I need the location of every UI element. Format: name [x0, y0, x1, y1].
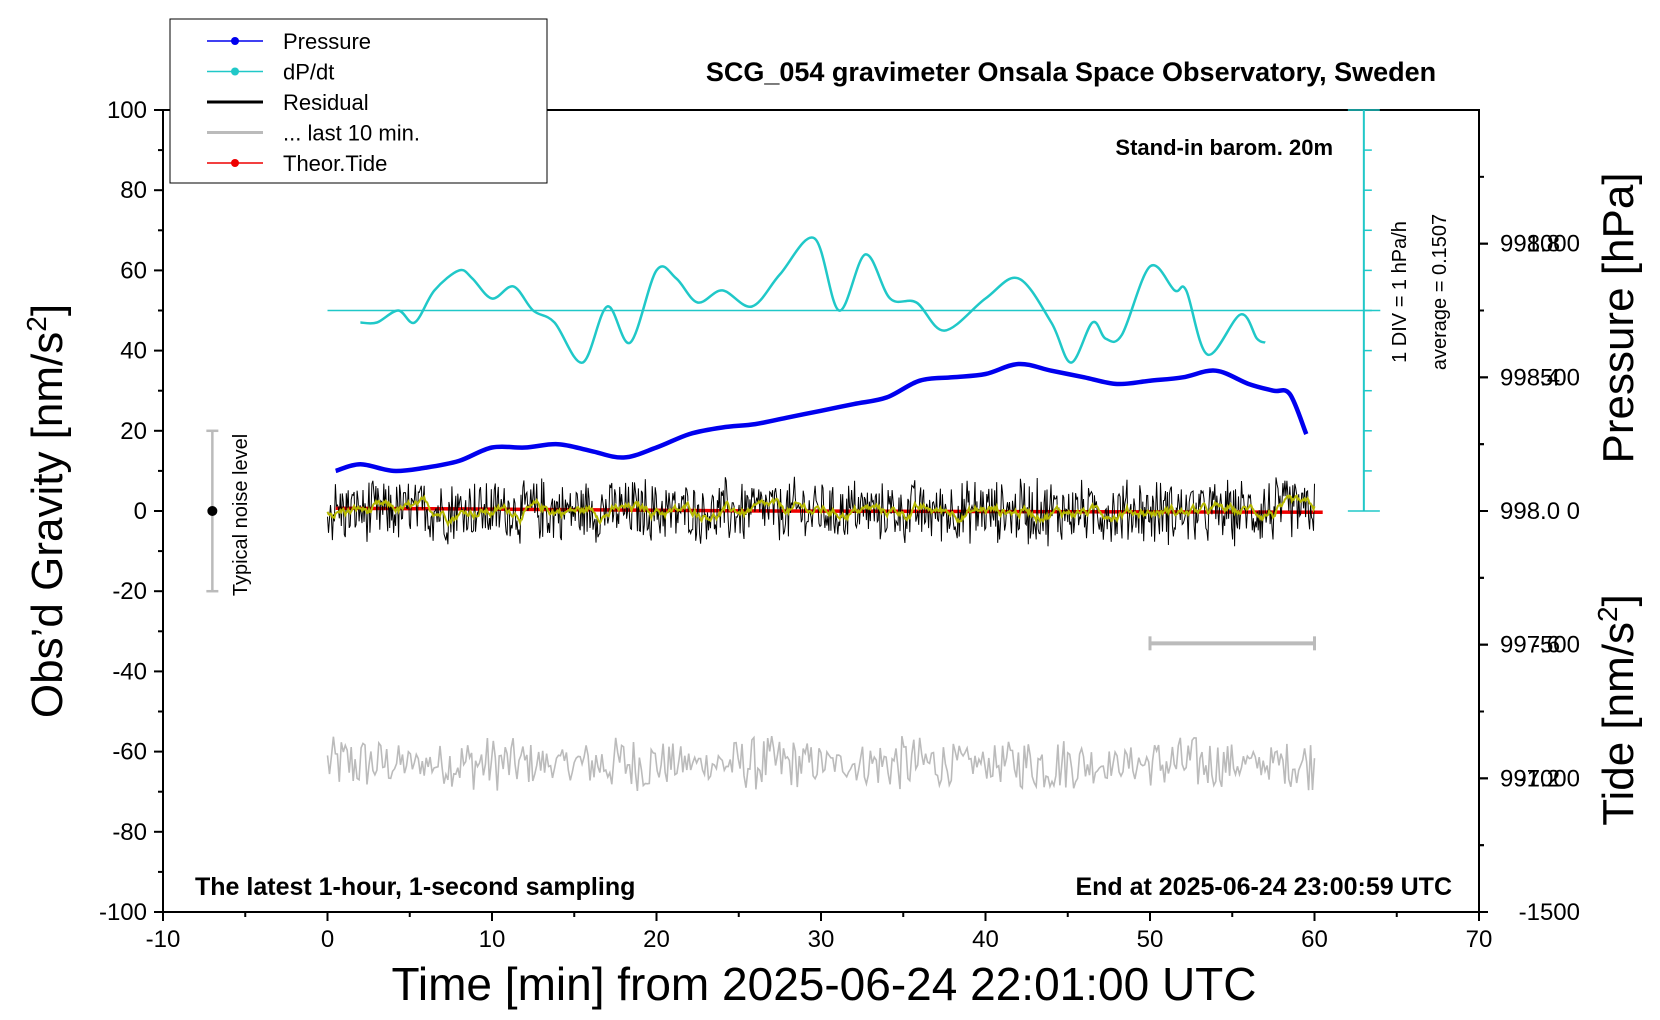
y-tick-label: -100: [99, 899, 147, 926]
y-tick-label: -80: [112, 819, 147, 846]
tide-tick-label: 0: [1567, 498, 1580, 525]
legend-label: Theor.Tide: [283, 151, 387, 176]
x-tick-label: 30: [808, 926, 835, 953]
svg-text:Obs’d Gravity [nm/s2]: Obs’d Gravity [nm/s2]: [21, 304, 72, 718]
svg-text:Tide [nm/s2]: Tide [nm/s2]: [1592, 594, 1643, 826]
tide-tick-label: 1000: [1527, 231, 1580, 258]
legend-label: ... last 10 min.: [283, 121, 420, 146]
dpdt-scale-bar: [1347, 109, 1380, 512]
chart-title: SCG_054 gravimeter Onsala Space Observat…: [706, 57, 1436, 87]
y-tick-label: 0: [134, 498, 147, 525]
x-tick-label: 10: [479, 926, 506, 953]
tide-tick-label: 500: [1540, 364, 1580, 391]
pressure-tick-label: 998.4: [1500, 364, 1560, 391]
barometer-note: Stand-in barom. 20m: [1115, 135, 1333, 160]
noise-level-bar: [206, 429, 219, 593]
traces-layer: [326, 236, 1381, 791]
y-tick-label: 40: [120, 338, 147, 365]
legend-marker: [231, 67, 239, 76]
x-tick-label: 60: [1301, 926, 1328, 953]
x-axis: -10 0 10 20 30 40 50 60 70: [146, 912, 1493, 953]
legend: Pressure dP/dt Residual ... last 10 min. The…: [169, 18, 548, 184]
y-axis-pressure: 998.8 998.4 998.0 997.6 997.2: [1479, 175, 1560, 847]
noise-dot: [207, 506, 218, 516]
pressure-line: [335, 361, 1309, 474]
y-axis-label-tide: Tide [nm/s2]: [1592, 594, 1643, 826]
legend-marker: [231, 37, 239, 45]
y-tick-label: 80: [120, 177, 147, 204]
residual-smoothed-line: [326, 494, 1316, 528]
svg-text:1 DIV = 1 hPa/h: 1 DIV = 1 hPa/h: [1389, 221, 1411, 363]
gravity-label-sup: 2: [21, 316, 52, 332]
pressure-tick-label: 998.0: [1500, 498, 1560, 525]
y-tick-label: -40: [112, 658, 147, 685]
gravity-label-main: Obs’d Gravity [nm/s: [23, 332, 72, 718]
y-axis-label-gravity: Obs’d Gravity [nm/s2]: [21, 304, 72, 718]
y-tick-label: 100: [107, 97, 147, 124]
y-tick-label: 20: [120, 418, 147, 445]
gravity-label-end: ]: [23, 304, 72, 316]
legend-label: dP/dt: [283, 60, 334, 85]
x-tick-label: 40: [972, 926, 999, 953]
y-axis-gravity: 100 80 60 40 20 0 -20 -40 -60 -80 -100: [99, 97, 163, 926]
tide-tick-label: -1500: [1519, 899, 1580, 926]
svg-text:average = 0.1507: average = 0.1507: [1429, 214, 1451, 370]
tide-label-sup: 2: [1592, 606, 1623, 622]
x-tick-label: 70: [1466, 926, 1493, 953]
x-axis-label: Time [min] from 2025-06-24 22:01:00 UTC: [392, 958, 1257, 1010]
legend-label: Pressure: [283, 29, 371, 54]
dpdt-average-note: average = 0.1507: [1429, 214, 1451, 370]
tide-tick-label: -1000: [1519, 765, 1580, 792]
dpdt-line: [360, 236, 1266, 364]
y-tick-label: 60: [120, 257, 147, 284]
pressure-tick-label: 998.8: [1500, 231, 1560, 258]
tide-tick-label: -500: [1532, 632, 1580, 659]
x-tick-label: -10: [146, 926, 181, 953]
tide-label-end: ]: [1594, 594, 1643, 606]
pressure-tick-label: 997.6: [1500, 632, 1560, 659]
svg-text:Typical noise level: Typical noise level: [230, 434, 252, 596]
x-tick-label: 0: [321, 926, 334, 953]
noise-note: Typical noise level: [230, 434, 252, 596]
end-time-note: End at 2025-06-24 23:00:59 UTC: [1075, 873, 1452, 901]
y-tick-label: -60: [112, 739, 147, 766]
svg-text:Pressure [hPa]: Pressure [hPa]: [1594, 172, 1643, 463]
y-tick-label: -20: [112, 578, 147, 605]
grey-gravity-trace: [326, 735, 1316, 791]
y-axis-label-pressure: Pressure [hPa]: [1594, 172, 1643, 463]
legend-marker: [231, 159, 239, 167]
legend-label: Residual: [283, 90, 369, 115]
tide-label-main: Tide [nm/s: [1594, 622, 1643, 826]
y-axis-tide: 1000 500 0 -500 -1000 -1500: [1479, 231, 1580, 926]
dpdt-scale-note: 1 DIV = 1 hPa/h: [1389, 221, 1411, 363]
pressure-tick-label: 997.2: [1500, 765, 1560, 792]
x-tick-label: 20: [643, 926, 670, 953]
sampling-note: The latest 1-hour, 1-second sampling: [195, 873, 635, 901]
x-tick-label: 50: [1137, 926, 1164, 953]
